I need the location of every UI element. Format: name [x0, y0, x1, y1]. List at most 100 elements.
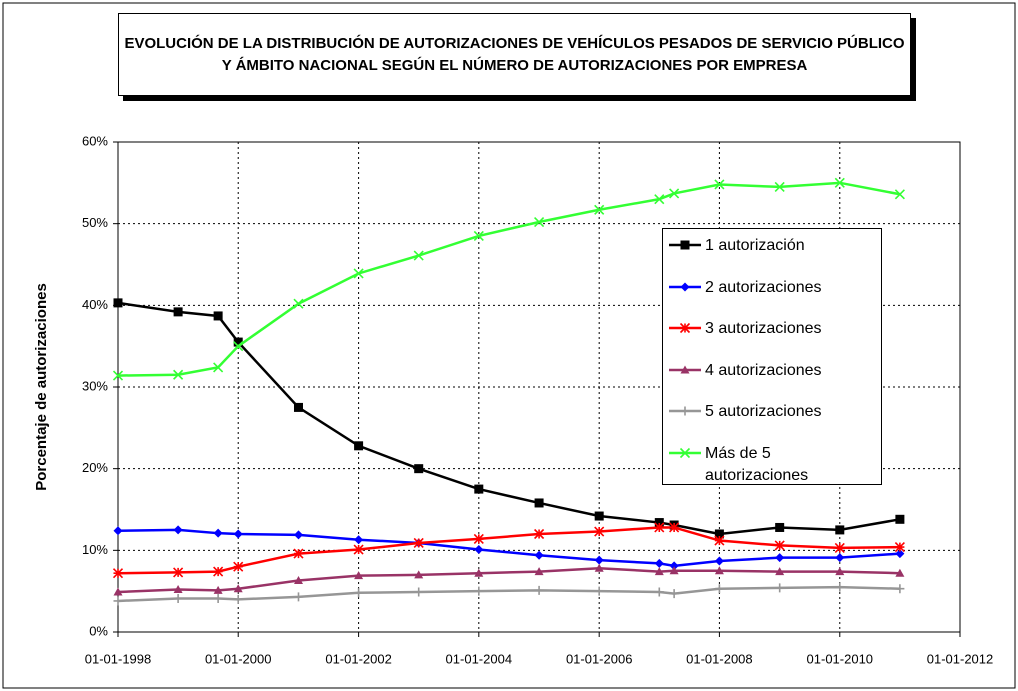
marker — [354, 441, 364, 451]
marker — [474, 586, 484, 596]
marker — [680, 240, 690, 250]
marker — [594, 563, 604, 572]
marker — [534, 498, 544, 508]
legend-entry: 3 autorizaciones — [663, 316, 881, 358]
legend-label: 1 autorización — [705, 237, 805, 254]
y-tick-label: 60% — [82, 133, 108, 148]
marker — [680, 406, 690, 416]
marker — [213, 362, 224, 373]
marker — [293, 298, 304, 309]
x-tick-label: 01-01-2006 — [566, 651, 633, 666]
marker — [233, 594, 243, 604]
marker — [233, 341, 244, 352]
series-line — [117, 301, 901, 536]
y-tick-label: 50% — [82, 215, 108, 230]
y-tick-label: 0% — [89, 623, 108, 638]
marker — [594, 204, 605, 215]
marker — [654, 518, 664, 528]
legend-label: 3 autorizaciones — [705, 320, 822, 337]
marker — [293, 402, 303, 412]
marker — [112, 568, 124, 579]
marker — [233, 529, 243, 539]
marker — [669, 589, 679, 599]
marker — [414, 570, 424, 579]
marker — [834, 177, 845, 188]
marker — [213, 594, 223, 604]
marker — [669, 566, 679, 575]
x-tick-label: 01-01-2000 — [205, 651, 272, 666]
marker — [594, 586, 604, 596]
marker — [474, 545, 484, 555]
series-line — [117, 585, 900, 603]
marker — [680, 365, 690, 373]
marker — [354, 588, 364, 598]
marker — [213, 585, 223, 594]
marker — [474, 568, 484, 577]
legend-entry: 1 autorización — [663, 233, 881, 275]
marker — [654, 587, 664, 597]
marker — [774, 181, 785, 192]
marker — [714, 566, 724, 575]
marker — [775, 567, 785, 576]
x-tick-label: 01-01-2002 — [325, 651, 392, 666]
marker — [534, 550, 544, 560]
marker — [679, 322, 691, 334]
marker — [113, 596, 123, 606]
marker — [835, 553, 845, 563]
marker — [594, 555, 604, 565]
marker — [669, 561, 679, 571]
legend-swatch — [669, 447, 701, 458]
marker — [895, 584, 905, 594]
marker — [213, 566, 224, 577]
marker — [213, 528, 223, 538]
marker — [113, 587, 123, 596]
marker — [895, 568, 905, 577]
legend-swatch — [669, 322, 701, 334]
marker — [894, 542, 905, 553]
marker — [835, 582, 845, 592]
marker — [594, 526, 605, 537]
marker — [112, 370, 124, 381]
marker — [654, 567, 664, 576]
marker — [173, 594, 183, 604]
marker — [173, 525, 183, 535]
legend-label: 2 autorizaciones — [705, 278, 822, 296]
marker — [654, 194, 665, 205]
marker — [293, 576, 303, 585]
marker — [669, 188, 680, 199]
chart-title: EVOLUCIÓN DE LA DISTRIBUCIÓN DE AUTORIZA… — [118, 13, 911, 96]
x-tick-label: 01-01-2004 — [446, 651, 513, 666]
legend-entry: Más de 5 autorizaciones — [663, 441, 881, 484]
series-line — [117, 567, 900, 594]
marker — [173, 369, 184, 380]
marker — [835, 567, 845, 576]
marker — [895, 514, 905, 524]
marker — [353, 544, 364, 555]
marker — [894, 189, 905, 200]
marker — [834, 542, 845, 553]
y-axis-label: Porcentaje de autorizaciones — [33, 283, 50, 491]
marker — [775, 583, 785, 593]
legend-swatch — [669, 240, 701, 250]
legend-label: Más de 5 autorizaciones — [705, 444, 809, 484]
series-line — [117, 181, 901, 377]
marker — [534, 585, 544, 595]
marker — [474, 484, 484, 494]
marker — [714, 535, 725, 546]
marker — [473, 533, 484, 544]
y-tick-label: 30% — [82, 378, 108, 393]
legend-swatch — [669, 365, 701, 373]
marker — [233, 337, 243, 347]
marker — [213, 311, 223, 321]
marker — [413, 250, 424, 261]
legend-entry: 2 autorizaciones — [663, 275, 881, 317]
marker — [113, 526, 123, 536]
y-tick-label: 20% — [82, 460, 108, 475]
marker — [679, 447, 691, 458]
marker — [534, 528, 545, 540]
marker — [654, 522, 665, 533]
series-line — [117, 528, 900, 568]
y-tick-label: 10% — [82, 542, 108, 557]
marker — [669, 522, 680, 533]
